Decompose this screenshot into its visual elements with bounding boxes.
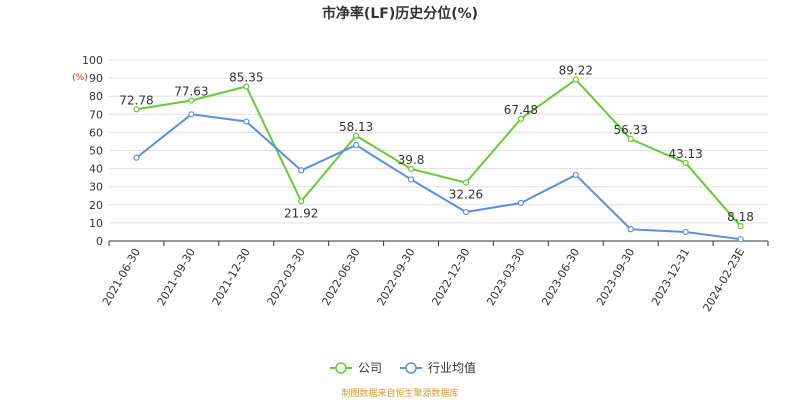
y-tick-label: 0 xyxy=(96,235,103,248)
series-line-1 xyxy=(135,113,741,241)
x-tick-label: 2022-06-30 xyxy=(319,246,362,308)
data-point-0[interactable] xyxy=(517,115,524,122)
x-tick-label: 2021-12-30 xyxy=(210,246,253,308)
y-axis-unit: (%) xyxy=(72,73,88,83)
y-tick-label: 90 xyxy=(89,72,103,85)
data-point-1[interactable] xyxy=(737,236,744,243)
x-tick-label: 2021-09-30 xyxy=(155,246,198,308)
x-tick-label: 2022-12-30 xyxy=(429,246,472,308)
y-tick-label: 20 xyxy=(89,199,103,212)
chart-title: 市净率(LF)历史分位(%) xyxy=(322,5,478,22)
data-point-0[interactable] xyxy=(737,223,744,230)
series-line-0 xyxy=(136,78,742,227)
data-point-1[interactable] xyxy=(572,171,579,179)
data-label: 32.26 xyxy=(449,188,483,202)
data-label: 56.33 xyxy=(614,123,648,137)
source-note: 制图数据来自恒生聚源数据库 xyxy=(341,387,458,399)
y-tick-label: 80 xyxy=(89,90,103,103)
data-point-0[interactable] xyxy=(572,76,579,83)
data-point-1[interactable] xyxy=(517,199,524,207)
legend-item-0[interactable]: 公司 xyxy=(330,361,382,375)
data-point-1[interactable] xyxy=(298,167,305,174)
data-point-0[interactable] xyxy=(682,159,689,167)
x-tick-label: 2023-09-30 xyxy=(594,246,637,308)
x-tick-label: 2023-03-30 xyxy=(484,246,527,308)
x-tick-label: 2022-09-30 xyxy=(374,246,417,308)
y-tick-label: 100 xyxy=(82,54,103,67)
data-point-0[interactable] xyxy=(188,97,195,104)
data-point-0[interactable] xyxy=(298,198,305,205)
data-label: 89.22 xyxy=(559,64,593,78)
legend-label: 行业均值 xyxy=(428,360,476,375)
data-label: 43.13 xyxy=(668,147,702,161)
legend-label: 公司 xyxy=(358,361,382,375)
data-point-1[interactable] xyxy=(133,154,140,161)
data-label: 8.18 xyxy=(727,210,754,224)
data-label: 39.8 xyxy=(398,153,425,167)
y-tick-label: 70 xyxy=(89,108,103,121)
data-label: 85.35 xyxy=(229,71,263,85)
legend-marker-icon xyxy=(335,362,347,374)
data-point-1[interactable] xyxy=(682,228,689,236)
data-point-0[interactable] xyxy=(627,135,634,143)
legend-marker-icon xyxy=(405,362,417,374)
y-tick-label: 50 xyxy=(89,145,103,158)
data-label: 67.48 xyxy=(504,103,538,117)
y-tick-label: 10 xyxy=(89,217,103,230)
data-labels: 72.78 77.63 85.35 21.92 58.13 39.8 32.26 67.48 8… xyxy=(119,64,754,225)
data-point-1[interactable] xyxy=(188,111,195,118)
legend-item-1[interactable]: 行业均值 xyxy=(400,360,476,375)
data-point-1[interactable] xyxy=(462,208,470,216)
data-point-1[interactable] xyxy=(243,118,250,125)
data-point-1[interactable] xyxy=(407,176,415,183)
series-layer xyxy=(133,76,744,243)
data-point-0[interactable] xyxy=(462,179,470,186)
data-point-0[interactable] xyxy=(407,165,415,173)
x-tick-label: 2022-03-30 xyxy=(265,246,308,308)
data-label: 72.78 xyxy=(119,93,153,107)
legend[interactable]: 公司 行业均值 xyxy=(330,360,476,375)
grid-lines xyxy=(109,59,768,224)
y-tick-label: 60 xyxy=(89,126,103,139)
x-tick-label: 2023-06-30 xyxy=(539,246,582,308)
y-tick-label: 40 xyxy=(89,163,103,176)
x-tick-label: 2023-12-31 xyxy=(649,246,692,308)
data-point-0[interactable] xyxy=(243,83,250,90)
x-tick-label: 2024-02-23E xyxy=(700,246,747,314)
data-point-0[interactable] xyxy=(133,106,140,113)
x-tick-label: 2021-06-30 xyxy=(100,246,143,308)
data-label: 21.92 xyxy=(284,206,318,220)
data-label: 77.63 xyxy=(174,84,208,98)
data-point-1[interactable] xyxy=(353,141,360,149)
y-tick-label: 30 xyxy=(89,181,103,194)
data-point-0[interactable] xyxy=(353,132,360,139)
data-point-1[interactable] xyxy=(627,226,634,233)
data-label: 58.13 xyxy=(339,120,373,134)
